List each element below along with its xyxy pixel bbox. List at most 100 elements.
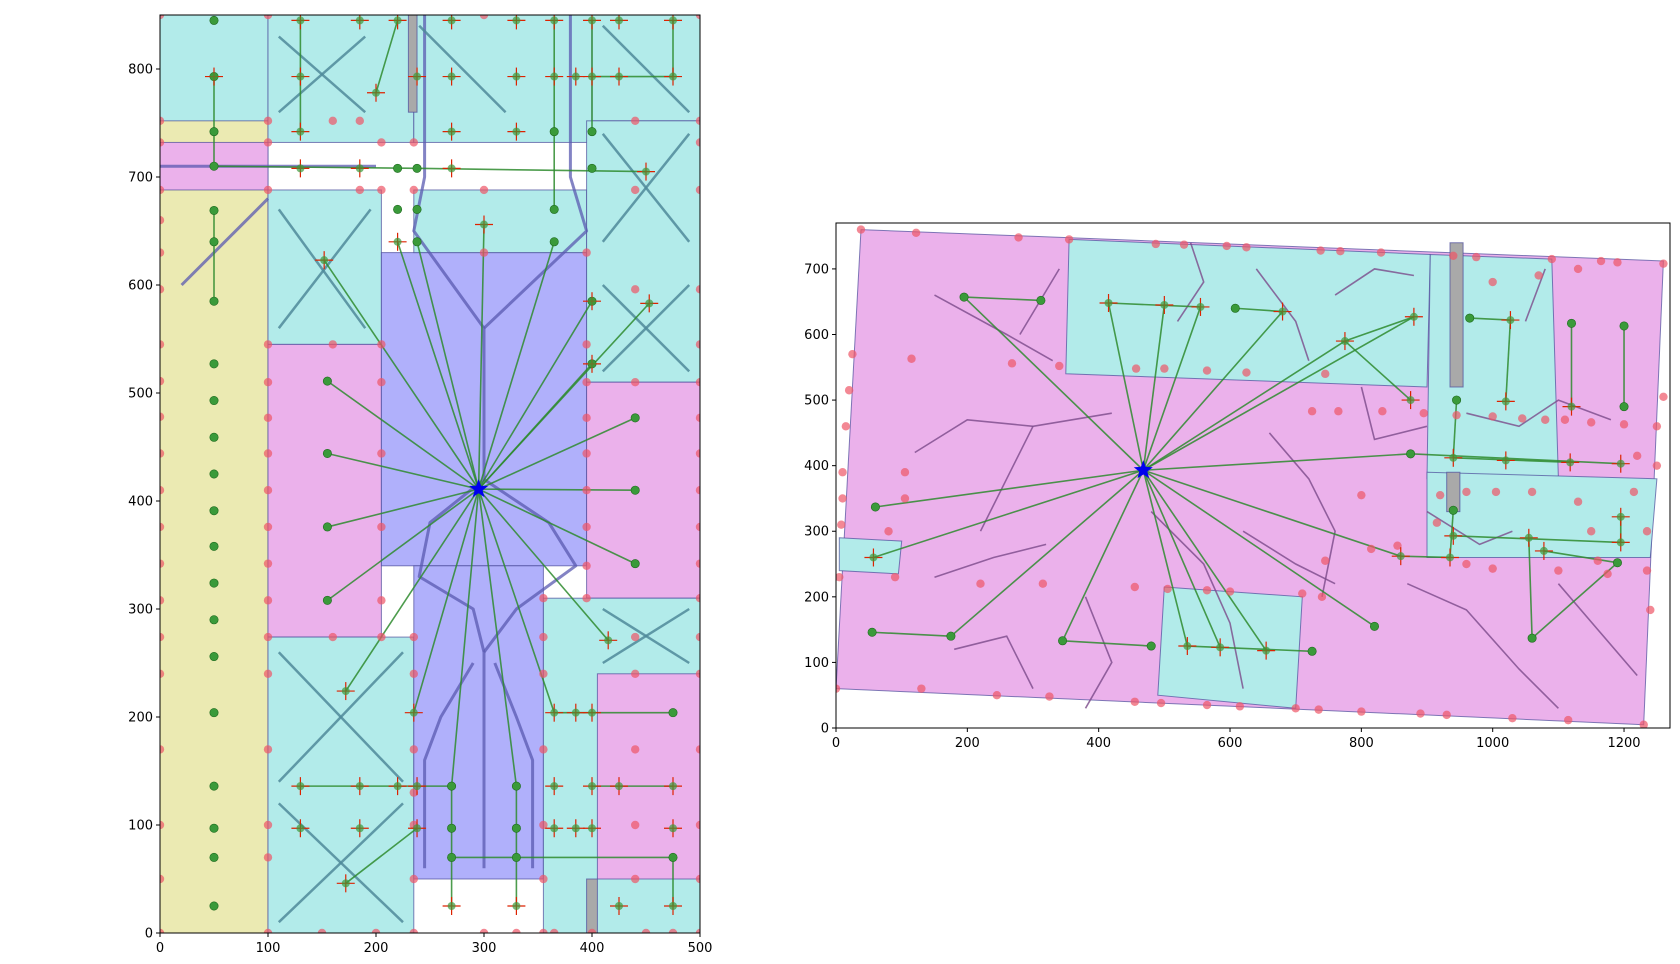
left-green-point <box>322 376 332 386</box>
right-green-point <box>1230 303 1240 313</box>
left-red-point <box>160 928 165 933</box>
right-cross-center <box>1446 553 1455 562</box>
left-red-point <box>409 874 418 884</box>
right-graph-edge <box>1142 304 1166 471</box>
left-green-point <box>412 163 422 173</box>
left-red-point <box>631 116 640 126</box>
right-xtick-label: 600 <box>1218 736 1243 751</box>
left-green-point <box>447 852 457 862</box>
left-cross-center <box>341 687 350 696</box>
left-red-point <box>263 116 273 126</box>
left-cross-center <box>372 88 380 97</box>
right-red-point <box>1242 368 1251 377</box>
left-region-cyan <box>267 636 415 933</box>
left-cross-center <box>588 297 596 306</box>
left-cross-center <box>615 16 623 25</box>
left-cross-center <box>447 902 456 910</box>
left-cross-center <box>615 72 623 81</box>
right-red-point <box>1393 541 1402 550</box>
left-cross-center <box>512 902 521 910</box>
left-red-point <box>582 522 591 532</box>
right-ytick-label: 700 <box>804 262 829 277</box>
left-cross-center <box>550 16 559 25</box>
left-green-point <box>209 396 219 406</box>
left-red-point <box>695 340 700 349</box>
left-cross-center <box>669 72 677 81</box>
left-red-point <box>582 561 591 570</box>
right-red-point <box>1321 556 1330 565</box>
right-red-point <box>1130 582 1139 592</box>
left-region-cyan <box>413 189 588 254</box>
left-room-skeleton <box>277 208 367 329</box>
left-green-point <box>209 708 219 718</box>
left-cross-center <box>588 72 596 81</box>
left-red-point <box>539 928 548 933</box>
right-red-point <box>841 422 851 431</box>
left-green-point <box>209 469 219 479</box>
left-red-point <box>160 248 165 257</box>
left-region-gray <box>407 15 418 113</box>
left-red-point <box>695 745 700 754</box>
left-corridor-skeleton <box>482 15 589 330</box>
left-region-magenta <box>267 343 382 638</box>
left-red-point <box>631 185 640 195</box>
left-red-point <box>160 376 165 386</box>
left-graph-edge <box>416 241 480 490</box>
left-red-point <box>582 378 591 387</box>
left-green-point <box>412 204 422 214</box>
left-red-point <box>160 285 165 294</box>
left-red-point <box>263 15 273 20</box>
left-graph-edge <box>477 489 518 787</box>
left-xtick-label: 500 <box>688 941 713 956</box>
left-cross-center <box>669 902 677 910</box>
left-cross-center <box>669 824 677 833</box>
left-graph-edge <box>326 488 480 602</box>
left-red-point <box>263 340 273 349</box>
left-red-point <box>695 449 700 458</box>
right-ytick-label: 200 <box>804 590 829 605</box>
left-green-point <box>668 708 678 718</box>
right-green-point <box>1036 295 1046 305</box>
left-red-point <box>695 486 700 495</box>
left-red-point <box>377 596 386 605</box>
left-red-point <box>409 138 418 147</box>
left-room-skeleton <box>277 35 367 114</box>
right-red-point <box>1488 277 1497 287</box>
right-graph-edge <box>1142 340 1346 471</box>
right-red-point <box>911 228 921 238</box>
right-graph-edge <box>1143 469 1402 557</box>
left-red-point <box>160 522 165 532</box>
right-red-point <box>1472 252 1481 262</box>
left-red-point <box>695 594 700 603</box>
left-red-point <box>409 632 418 642</box>
right-wall-skeleton <box>1557 583 1638 677</box>
right-cross-center <box>1616 538 1625 547</box>
right-red-point <box>1419 408 1428 418</box>
left-green-point <box>209 237 219 247</box>
left-red-point <box>160 185 165 195</box>
right-green-point <box>1369 621 1379 631</box>
left-red-point <box>263 486 273 495</box>
left-cross-center <box>588 708 596 717</box>
left-red-point <box>539 594 548 603</box>
left-green-point <box>209 852 219 862</box>
right-red-point <box>907 354 916 363</box>
right-wall-skeleton <box>1242 530 1336 585</box>
right-graph-edge <box>1142 469 1375 628</box>
left-graph-edge <box>396 241 480 490</box>
left-red-point <box>695 116 700 126</box>
left-xtick-label: 200 <box>364 941 389 956</box>
right-wall-skeleton <box>1360 386 1428 441</box>
right-red-point <box>1378 407 1387 416</box>
left-red-point <box>160 559 165 568</box>
left-corridor-skeleton <box>423 662 475 869</box>
left-red-point <box>409 928 418 933</box>
left-red-point <box>631 669 640 678</box>
right-cross-center <box>1506 316 1515 325</box>
right-graph-edge <box>1108 302 1201 308</box>
right-red-point <box>1619 420 1629 429</box>
left-green-point <box>209 901 219 911</box>
left-green-point <box>668 852 678 862</box>
left-red-point <box>377 449 386 458</box>
right-graph-edge <box>1528 537 1533 639</box>
